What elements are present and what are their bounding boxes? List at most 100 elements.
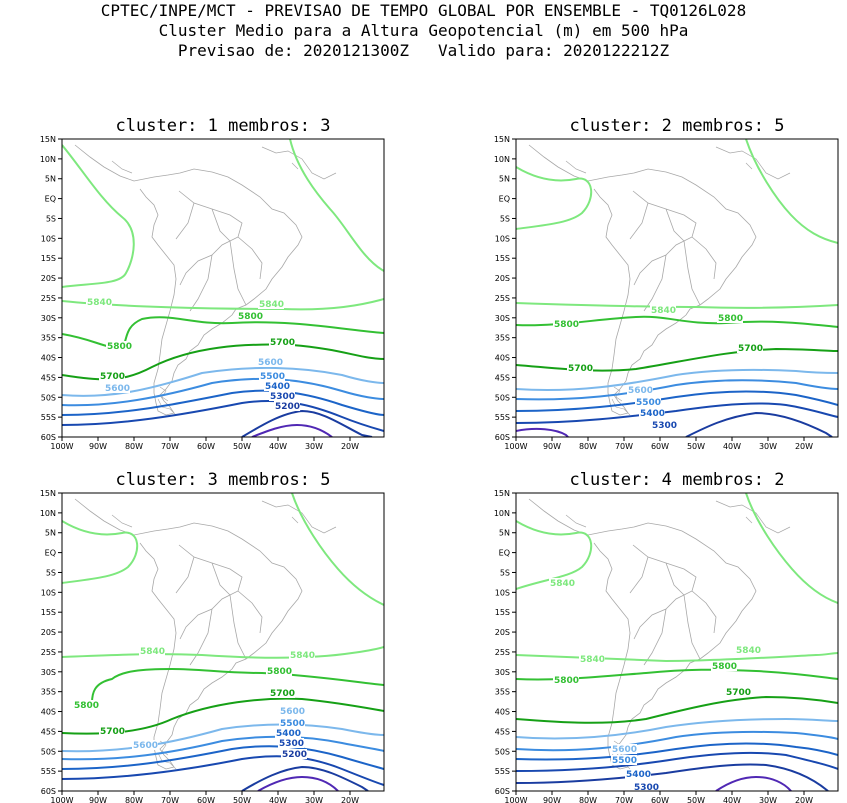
lat-tick-label: 45S xyxy=(41,373,56,382)
lon-tick-label: 50W xyxy=(233,796,251,803)
contour-line-5840 xyxy=(745,139,838,244)
map-panel-2: cluster: 2 membros: 5 5840 5800 5800 5700 570… xyxy=(494,116,839,451)
lat-tick-label: 10S xyxy=(41,588,56,597)
contour-label-bg xyxy=(264,381,290,391)
lon-tick-label: 70W xyxy=(615,442,633,451)
contour-line-5100 xyxy=(251,423,333,437)
contour-line-5300 xyxy=(516,402,838,424)
contour-label-5600: 5600 xyxy=(133,741,158,751)
contour-label-5300: 5300 xyxy=(279,739,304,749)
lon-tick-label: 60W xyxy=(197,796,215,803)
contour-label-bg xyxy=(86,297,112,307)
map-frame xyxy=(61,492,385,792)
lon-tick-label: 50W xyxy=(687,442,705,451)
map-background xyxy=(516,139,838,437)
contour-label-bg xyxy=(106,341,132,351)
lon-tick-label: 50W xyxy=(687,796,705,803)
contour-label-bg xyxy=(99,371,125,381)
contour-label-5800: 5800 xyxy=(267,667,292,677)
lat-tick-label: 55S xyxy=(41,767,56,776)
lat-tick-label: 15S xyxy=(41,608,56,617)
lat-tick-label: 5S xyxy=(46,214,56,223)
contour-label-bg xyxy=(611,755,637,765)
contour-label-5500: 5500 xyxy=(280,719,305,729)
contour-line-5200 xyxy=(241,409,373,437)
map-panel-3: cluster: 3 membros: 5 5840 5840 5800 5800 570… xyxy=(40,470,385,803)
panel-title: cluster: 1 membros: 3 xyxy=(116,116,331,136)
panel-title: cluster: 4 membros: 2 xyxy=(570,470,785,490)
contour-line-5500 xyxy=(516,730,838,752)
lon-tick-label: 30W xyxy=(759,442,777,451)
contour-line-5840 xyxy=(745,493,838,604)
lon-tick-label: 90W xyxy=(89,796,107,803)
contour-label-5500: 5500 xyxy=(260,372,285,382)
contour-label-bg xyxy=(269,391,295,401)
contour-line-5800 xyxy=(91,667,384,704)
contour-line-5400 xyxy=(516,742,838,761)
contour-label-5400: 5400 xyxy=(265,382,290,392)
contour-label-bg xyxy=(275,728,301,738)
contour-label-bg xyxy=(278,738,304,748)
lat-tick-label: 25S xyxy=(495,648,510,657)
contour-label-5800: 5800 xyxy=(718,314,743,324)
lat-tick-label: 10N xyxy=(40,509,56,518)
contour-label-bg xyxy=(737,343,763,353)
lon-tick-label: 20W xyxy=(795,796,813,803)
lon-tick-label: 40W xyxy=(723,442,741,451)
contour-label-5700: 5700 xyxy=(726,688,751,698)
contour-label-5600: 5600 xyxy=(280,707,305,717)
contour-line-5840 xyxy=(62,646,384,659)
contour-line-5840 xyxy=(516,166,592,230)
contour-line-5400 xyxy=(62,745,384,770)
contour-line-5840 xyxy=(291,493,384,606)
contour-label-bg xyxy=(553,675,579,685)
lon-tick-label: 80W xyxy=(579,796,597,803)
contour-label-bg xyxy=(269,337,295,347)
lat-tick-label: EQ xyxy=(45,549,56,558)
lon-tick-label: 90W xyxy=(89,442,107,451)
lon-tick-label: 30W xyxy=(305,442,323,451)
contour-label-bg xyxy=(237,311,263,321)
contour-label-bg xyxy=(651,420,677,430)
contour-line-5500 xyxy=(516,379,838,401)
contour-line-5840 xyxy=(289,139,384,272)
contour-label-bg xyxy=(279,718,305,728)
contour-line-5300 xyxy=(62,400,384,432)
lon-tick-label: 70W xyxy=(161,796,179,803)
map-frame xyxy=(515,492,839,792)
contour-line-5600 xyxy=(62,723,384,753)
contour-label-bg xyxy=(735,645,761,655)
lat-tick-label: 5N xyxy=(499,175,510,184)
lat-tick-label: 15N xyxy=(494,135,510,144)
contour-label-bg xyxy=(279,706,305,716)
contour-label-bg xyxy=(139,646,165,656)
lon-tick-label: 30W xyxy=(305,796,323,803)
contour-label-5840: 5840 xyxy=(550,579,575,589)
contour-label-bg xyxy=(73,700,99,710)
lon-tick-label: 100W xyxy=(50,796,73,803)
lat-tick-label: 10S xyxy=(495,234,510,243)
contour-label-bg xyxy=(269,688,295,698)
contour-line-5500 xyxy=(62,377,384,407)
lat-tick-label: 15S xyxy=(41,254,56,263)
contour-label-5840: 5840 xyxy=(87,298,112,308)
contour-line-5400 xyxy=(516,390,838,412)
lon-tick-label: 60W xyxy=(651,442,669,451)
contour-label-bg xyxy=(266,666,292,676)
contour-label-5600: 5600 xyxy=(258,358,283,368)
contour-label-bg xyxy=(281,749,307,759)
lon-tick-label: 20W xyxy=(341,796,359,803)
lon-tick-label: 20W xyxy=(341,442,359,451)
contour-label-5840: 5840 xyxy=(651,306,676,316)
map-panel-4: cluster: 4 membros: 2 5840 5840 5840 5800 580… xyxy=(494,470,839,803)
contour-label-5200: 5200 xyxy=(282,750,307,760)
contour-label-5700: 5700 xyxy=(100,727,125,737)
lat-tick-label: 20S xyxy=(41,274,56,283)
lat-tick-label: 25S xyxy=(41,294,56,303)
contour-label-bg xyxy=(639,408,665,418)
contour-line-5500 xyxy=(62,735,384,761)
contour-line-5100 xyxy=(257,775,339,791)
lat-tick-label: 55S xyxy=(41,413,56,422)
lat-tick-label: 15N xyxy=(494,489,510,498)
